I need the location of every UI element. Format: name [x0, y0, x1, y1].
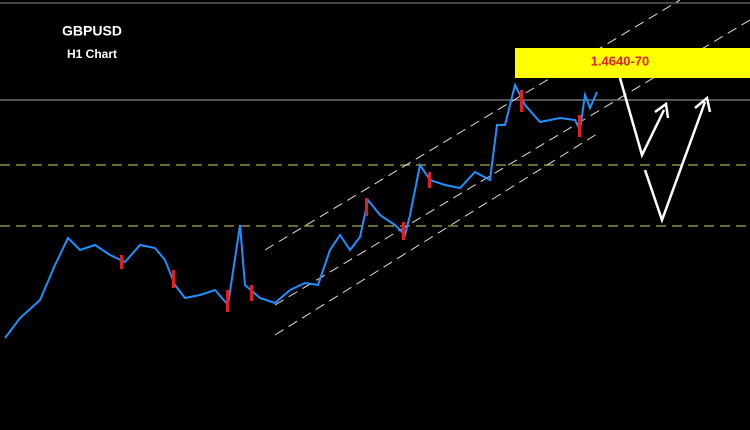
- candle: [428, 172, 431, 188]
- bearish-candles: [120, 90, 581, 312]
- target-box: [515, 48, 750, 78]
- candle: [578, 115, 581, 137]
- arrow-head: [694, 95, 712, 113]
- channel-middle: [274, 19, 750, 306]
- candle: [365, 198, 368, 216]
- projection-arrows: [618, 77, 712, 224]
- trend-channel: [264, 0, 750, 336]
- candle: [226, 290, 229, 312]
- channel-upper: [264, 0, 681, 251]
- arrow-path: [618, 77, 666, 159]
- price-path: [4, 82, 598, 339]
- timeframe-label: H1 Chart: [67, 47, 117, 61]
- symbol-title: GBPUSD: [62, 23, 122, 39]
- candle: [520, 90, 523, 112]
- candle: [402, 222, 405, 240]
- candle: [172, 270, 175, 288]
- target-label: 1.4640-70: [591, 53, 650, 68]
- arrow-head: [654, 101, 670, 119]
- candle: [120, 255, 123, 269]
- arrow-path: [643, 101, 707, 224]
- candle: [250, 285, 253, 301]
